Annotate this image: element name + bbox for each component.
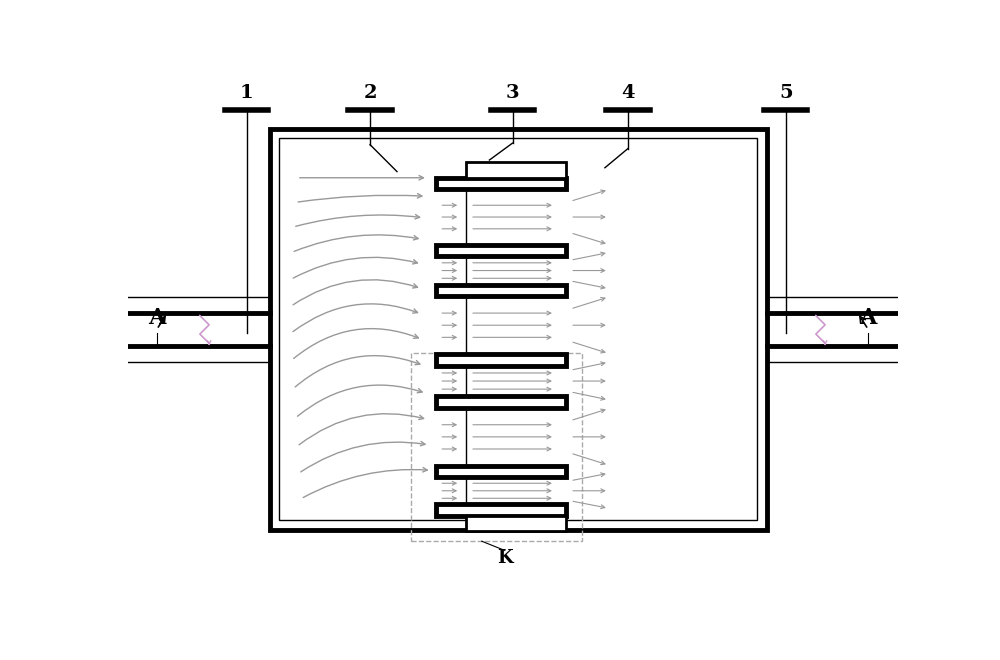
Bar — [411, 352, 582, 541]
Bar — [436, 285, 566, 296]
Bar — [436, 397, 566, 408]
Text: 4: 4 — [621, 84, 635, 102]
Text: A: A — [148, 307, 165, 329]
Text: 3: 3 — [506, 84, 519, 102]
Bar — [270, 129, 767, 529]
Text: A: A — [860, 307, 877, 329]
Bar — [436, 178, 566, 189]
Bar — [436, 466, 566, 477]
Bar — [436, 504, 566, 516]
Bar — [466, 516, 566, 531]
Bar — [279, 139, 757, 520]
Bar — [436, 354, 566, 366]
Text: 5: 5 — [779, 84, 793, 102]
Bar — [436, 245, 566, 256]
Text: 1: 1 — [240, 84, 254, 102]
Text: 2: 2 — [363, 84, 377, 102]
Bar — [466, 162, 566, 178]
Text: K: K — [497, 549, 513, 567]
